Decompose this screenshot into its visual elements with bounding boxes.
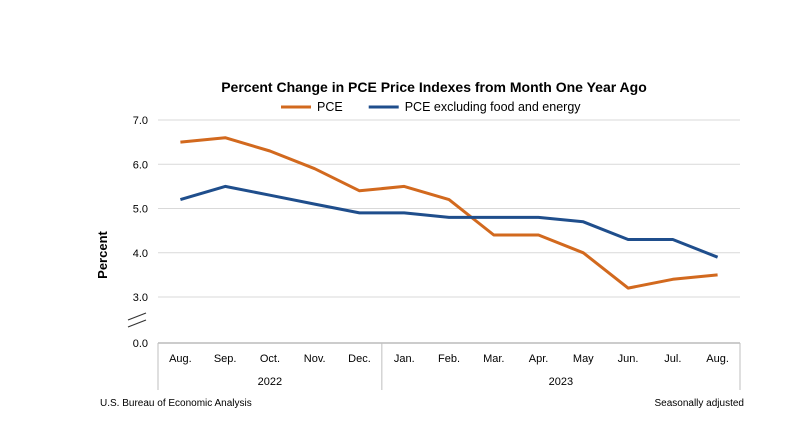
legend: PCE PCE excluding food and energy (281, 100, 581, 114)
legend-label: PCE excluding food and energy (405, 100, 582, 114)
y-tick-label: 5.0 (133, 204, 148, 216)
x-tick-label: Aug. (706, 353, 729, 365)
x-tick-label: Oct. (260, 353, 280, 365)
year-label: 2022 (258, 376, 282, 388)
x-tick-label: Jul. (664, 353, 681, 365)
x-tick-label: Nov. (304, 353, 326, 365)
series-line (180, 136, 718, 290)
y-axis-label: Percent (95, 230, 110, 278)
x-tick-label: Jun. (618, 353, 639, 365)
axis-break-mark (127, 319, 147, 328)
source-note: U.S. Bureau of Economic Analysis (100, 398, 252, 409)
x-tick-label: May (573, 353, 594, 365)
y-tick-label: 6.0 (133, 159, 148, 171)
axis-break-icon (127, 312, 147, 328)
y-tick-label: 3.0 (133, 292, 148, 304)
y-tick-label: 0.0 (133, 338, 148, 350)
x-tick-label: Mar. (483, 353, 504, 365)
series-lines (179, 136, 719, 290)
chart-title: Percent Change in PCE Price Indexes from… (221, 79, 647, 95)
axis-break-mark (127, 312, 147, 321)
legend-label: PCE (317, 100, 343, 114)
x-tick-label: Apr. (529, 353, 549, 365)
x-tick-label: Sep. (214, 353, 237, 365)
x-tick-label: Jan. (394, 353, 415, 365)
x-tick-label: Feb. (438, 353, 460, 365)
x-tick-label: Aug. (169, 353, 192, 365)
x-axis: Aug. Sep. Oct. Nov. Dec. Jan. Feb. Mar. Apr. May J… (157, 343, 741, 390)
gridlines (158, 119, 740, 344)
y-tick-label: 7.0 (133, 115, 148, 127)
y-tick-label: 4.0 (133, 248, 148, 260)
year-label: 2023 (549, 376, 573, 388)
seasonal-note: Seasonally adjusted (654, 398, 744, 409)
series-line (179, 184, 719, 259)
x-tick-label: Dec. (348, 353, 371, 365)
y-axis-ticks: 7.0 6.0 5.0 4.0 3.0 0.0 (133, 115, 148, 350)
